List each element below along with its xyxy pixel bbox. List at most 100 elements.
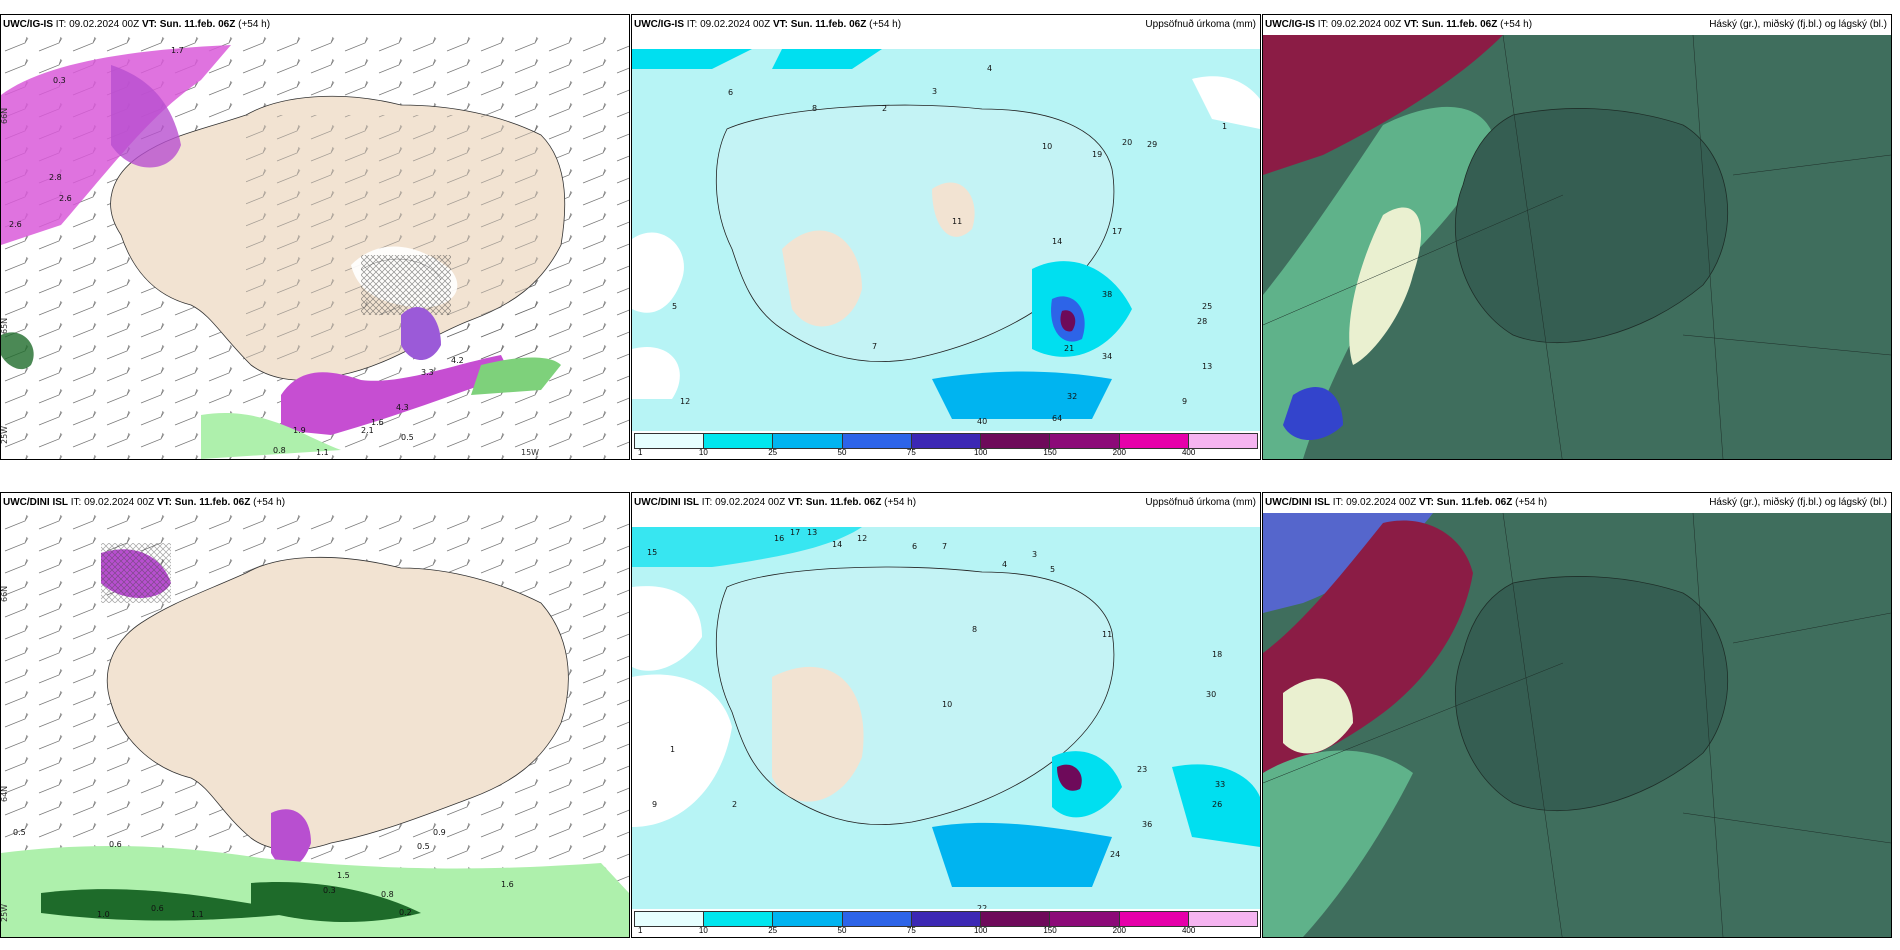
precip-value: 1 [670, 745, 675, 754]
product-title: Háský (gr.), miðský (fj.bl.) og lágský (… [1709, 15, 1887, 35]
precip-value: 25 [1202, 302, 1212, 311]
product-title: Háský (gr.), miðský (fj.bl.) og lágský (… [1709, 493, 1887, 513]
legend-tick-label: 150 [1043, 926, 1056, 935]
precip-value: 9 [1182, 397, 1187, 406]
snow-label: 1.5 [337, 871, 350, 880]
snow-label: 2.1 [361, 426, 374, 435]
panel-header: UWC/IG-IS IT: 09.02.2024 00Z VT: Sun. 11… [1263, 15, 1891, 35]
legend-swatch [843, 912, 912, 926]
snow-map-svg: 1.7 2.8 2.6 2.6 0.3 4.2 3.3 1.9 2.1 1.6 … [1, 35, 629, 459]
snow-label: 0.9 [433, 828, 446, 837]
product-title: Uppsöfnuð úrkoma (mm) [1145, 493, 1256, 513]
precip-value: 4 [1002, 560, 1007, 569]
legend-tick-label: 100 [974, 926, 987, 935]
snow-label: 4.2 [451, 356, 464, 365]
valid-time: VT: Sun. 11.feb. 06Z [788, 497, 881, 508]
snow-label: 0.6 [109, 840, 122, 849]
panel-snow-igis: UWC/IG-IS IT: 09.02.2024 00Z VT: Sun. 11… [0, 14, 630, 460]
precip-value: 20 [1122, 138, 1132, 147]
panel-precip-igis: UWC/IG-IS IT: 09.02.2024 00Z VT: Sun. 11… [631, 14, 1261, 460]
precip-value: 17 [790, 528, 800, 537]
legend-tick-label: 50 [838, 448, 847, 457]
snow-map: 1.7 2.8 2.6 2.6 0.3 4.2 3.3 1.9 2.1 1.6 … [1, 35, 629, 459]
precip-value: 5 [672, 302, 677, 311]
legend-ticks: 1 10 25 50 75 100 150 200 400 [634, 448, 1258, 458]
snow-label: 1.0 [97, 910, 110, 919]
snow-label: 1.9 [293, 426, 306, 435]
precip-value: 8 [812, 104, 817, 113]
precip-value: 6 [728, 88, 733, 97]
snow-label: 1.6 [371, 418, 384, 427]
legend-tick-label: 400 [1182, 448, 1195, 457]
legend-tick-label: 1 [638, 926, 642, 935]
legend-swatch [1050, 434, 1119, 448]
lead-time: (+54 h) [1515, 497, 1547, 508]
legend-tick-label: 400 [1182, 926, 1195, 935]
snow-label: 0.8 [273, 446, 286, 455]
legend-swatch [704, 912, 773, 926]
precip-legend: 1 10 25 50 75 100 150 200 400 [632, 431, 1260, 459]
lead-time: (+54 h) [884, 497, 916, 508]
snow-label: 2.6 [9, 220, 22, 229]
init-time: IT: 09.02.2024 00Z [1318, 19, 1401, 30]
snow-label: 2.6 [59, 194, 72, 203]
precip-value: 18 [1212, 650, 1222, 659]
precip-value: 14 [1052, 237, 1062, 246]
precip-value: 26 [1212, 800, 1222, 809]
precip-value: 7 [872, 342, 877, 351]
lon-label: 25W [1, 426, 9, 444]
product-title: Uppsöfnuð úrkoma (mm) [1145, 15, 1256, 35]
legend-swatch [981, 912, 1050, 926]
legend-tick-label: 1 [638, 448, 642, 457]
snow-label: 0.3 [323, 886, 336, 895]
precip-value: 17 [1112, 227, 1122, 236]
legend-swatch [704, 434, 773, 448]
precip-value: 11 [1102, 630, 1112, 639]
snow-label: 1.1 [316, 448, 329, 457]
precip-value: 33 [1215, 780, 1225, 789]
precip-map-svg: 8 4 3 2 5 6 19 20 29 10 17 14 21 32 40 6… [632, 35, 1260, 459]
legend-swatch [1189, 912, 1257, 926]
snow-label: 1.6 [501, 880, 514, 889]
valid-time: VT: Sun. 11.feb. 06Z [157, 497, 250, 508]
precip-map: 15 16 17 13 12 14 6 7 8 4 3 5 11 18 30 3… [632, 513, 1260, 937]
precip-map-svg: 15 16 17 13 12 14 6 7 8 4 3 5 11 18 30 3… [632, 513, 1260, 937]
legend-swatch [843, 434, 912, 448]
legend-tick-label: 75 [907, 926, 916, 935]
legend-tick-label: 200 [1113, 448, 1126, 457]
precip-value: 7 [942, 542, 947, 551]
snow-label: 3.3 [421, 368, 434, 377]
precip-value: 2 [882, 104, 887, 113]
panel-snow-dini: UWC/DINI ISL IT: 09.02.2024 00Z VT: Sun.… [0, 492, 630, 938]
panel-header: UWC/IG-IS IT: 09.02.2024 00Z VT: Sun. 11… [632, 15, 1260, 35]
snow-label: 2.8 [49, 173, 62, 182]
panel-cloud-dini: UWC/DINI ISL IT: 09.02.2024 00Z VT: Sun.… [1262, 492, 1892, 938]
legend-tick-label: 10 [699, 448, 708, 457]
precip-value: 24 [1110, 850, 1120, 859]
precip-value: 28 [1197, 317, 1207, 326]
cloud-map-svg [1263, 35, 1891, 459]
legend-tick-label: 25 [768, 448, 777, 457]
legend-swatch [912, 912, 981, 926]
legend-swatch [981, 434, 1050, 448]
precip-value: 12 [680, 397, 690, 406]
precip-value: 30 [1206, 690, 1216, 699]
precip-value: 23 [1137, 765, 1147, 774]
snow-label: 0.8 [381, 890, 394, 899]
lead-time: (+54 h) [238, 19, 270, 30]
model-name: UWC/IG-IS [3, 19, 53, 30]
snow-label: 4.3 [396, 403, 409, 412]
precip-value: 3 [932, 87, 937, 96]
precip-value: 19 [1092, 150, 1102, 159]
legend-tick-label: 150 [1043, 448, 1056, 457]
lat-label: 65N [1, 318, 9, 334]
lead-time: (+54 h) [253, 497, 285, 508]
legend-swatch [1120, 434, 1189, 448]
panel-header: UWC/DINI ISL IT: 09.02.2024 00Z VT: Sun.… [1, 493, 629, 513]
legend-colorbar [634, 911, 1258, 927]
model-name: UWC/IG-IS [1265, 19, 1315, 30]
cloud-map [1263, 513, 1891, 937]
cloud-map [1263, 35, 1891, 459]
snow-label: 0.2 [399, 908, 412, 917]
legend-ticks: 1 10 25 50 75 100 150 200 400 [634, 926, 1258, 936]
